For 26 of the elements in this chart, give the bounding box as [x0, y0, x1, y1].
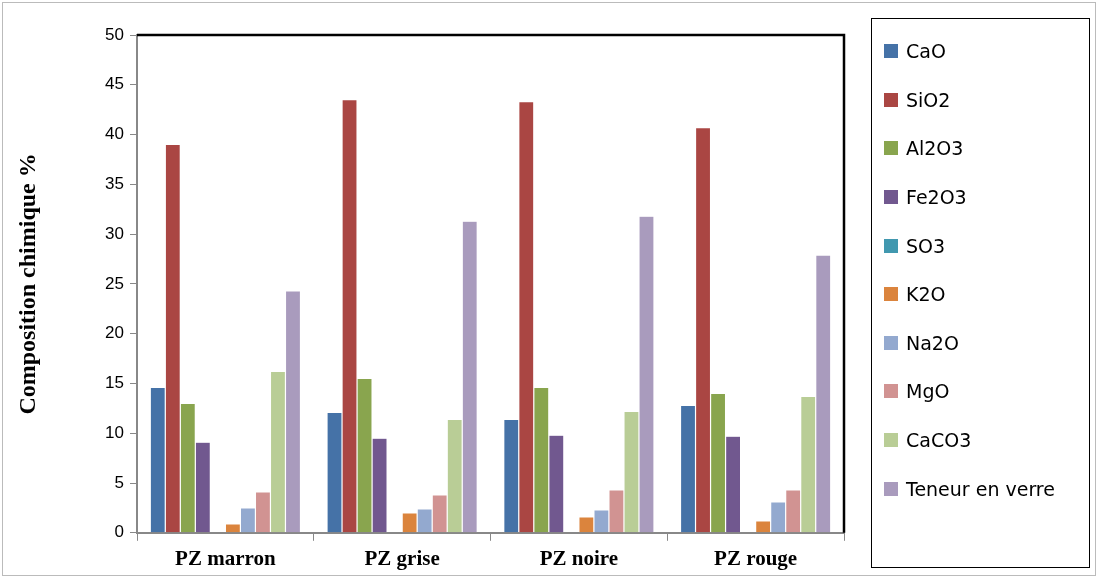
x-tick-label: PZ noire: [539, 545, 619, 570]
legend-label: CaCO3: [906, 429, 972, 452]
y-tick-label: 30: [105, 223, 124, 243]
y-tick-label: 45: [105, 74, 124, 94]
legend-label: SiO2: [906, 88, 951, 111]
x-tick-label: PZ marron: [175, 545, 276, 570]
y-tick-label: 15: [105, 373, 124, 393]
x-tick-label: PZ grise: [364, 545, 440, 570]
y-tick-label: 40: [105, 124, 124, 144]
legend-label: MgO: [906, 380, 950, 403]
y-tick-label: 50: [105, 24, 124, 44]
y-axis-title: Composition chimique %: [13, 153, 40, 415]
x-tick-label: PZ rouge: [714, 545, 798, 570]
y-tick-label: 0: [114, 522, 124, 542]
legend-label: Al2O3: [906, 137, 964, 160]
legend-label: K2O: [906, 283, 946, 306]
legend-label: Na2O: [906, 331, 959, 354]
y-tick-label: 35: [105, 174, 124, 194]
legend-label: SO3: [906, 234, 946, 257]
y-tick-label: 5: [114, 472, 124, 492]
y-tick-label: 25: [105, 273, 124, 293]
legend-label: Fe2O3: [906, 186, 967, 209]
y-tick-label: 20: [105, 323, 124, 343]
y-tick-label: 10: [105, 422, 124, 442]
legend-label: CaO: [906, 40, 946, 63]
legend-label: Teneur en verre: [906, 477, 1055, 500]
